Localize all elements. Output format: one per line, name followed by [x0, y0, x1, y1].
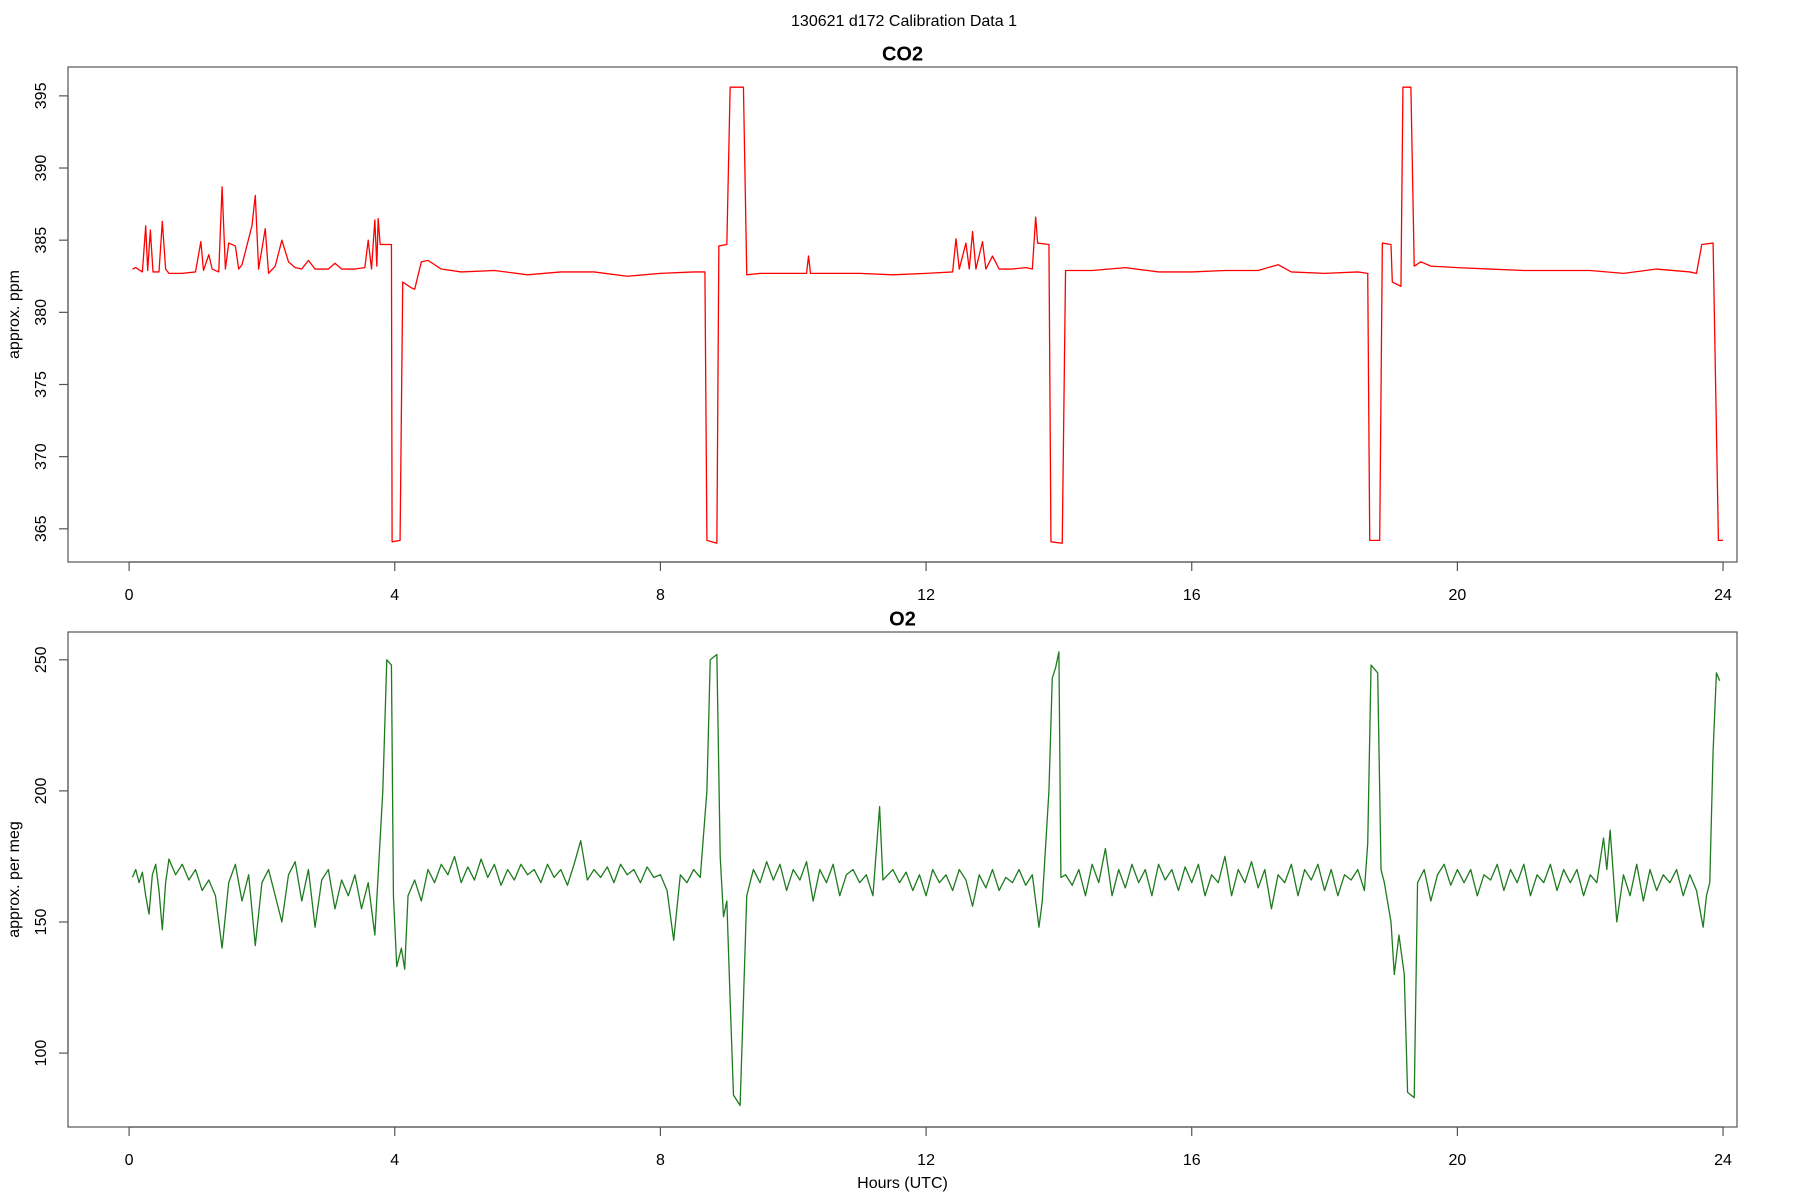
x-tick-label: 4 [390, 587, 399, 604]
y-tick-label: 250 [33, 646, 50, 673]
x-tick-label: 12 [917, 587, 935, 604]
y-tick-label: 370 [33, 443, 50, 470]
x-tick-label: 12 [917, 1152, 935, 1169]
y-axis-label: approx. ppm [6, 270, 23, 359]
x-tick-label: 24 [1714, 587, 1732, 604]
y-tick-label: 365 [33, 515, 50, 542]
x-tick-label: 8 [656, 1152, 665, 1169]
x-tick-label: 24 [1714, 1152, 1732, 1169]
x-axis-label: Hours (UTC) [857, 1175, 948, 1192]
x-tick-label: 4 [390, 1152, 399, 1169]
x-tick-label: 0 [125, 1152, 134, 1169]
x-tick-label: 0 [125, 587, 134, 604]
y-tick-label: 150 [33, 909, 50, 936]
panel-title: O2 [889, 608, 916, 630]
x-tick-label: 8 [656, 587, 665, 604]
y-tick-label: 390 [33, 155, 50, 182]
x-tick-label: 20 [1448, 587, 1466, 604]
y-axis-label: approx. per meg [6, 821, 23, 938]
y-tick-label: 395 [33, 82, 50, 109]
data-line [132, 86, 1724, 544]
figure-title: 130621 d172 Calibration Data 1 [791, 13, 1017, 30]
panel-title: CO2 [882, 43, 923, 65]
y-tick-label: 380 [33, 299, 50, 326]
y-tick-label: 200 [33, 777, 50, 804]
y-tick-label: 385 [33, 227, 50, 254]
x-tick-label: 20 [1448, 1152, 1466, 1169]
y-tick-label: 100 [33, 1040, 50, 1067]
x-tick-label: 16 [1183, 587, 1201, 604]
x-tick-label: 16 [1183, 1152, 1201, 1169]
y-tick-label: 375 [33, 371, 50, 398]
data-line [131, 651, 1721, 1107]
